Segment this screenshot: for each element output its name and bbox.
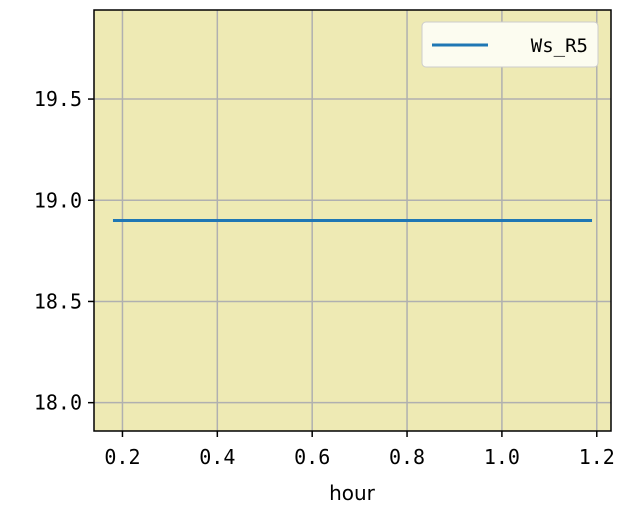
x-tick-label: 0.2 bbox=[104, 445, 140, 469]
y-tick-label: 18.5 bbox=[34, 289, 82, 313]
x-axis-label: hour bbox=[329, 481, 376, 505]
legend: Ws_R5 bbox=[422, 22, 598, 67]
x-tick-label: 1.0 bbox=[484, 445, 520, 469]
y-tick-label: 19.0 bbox=[34, 188, 82, 212]
x-tick-label: 0.6 bbox=[294, 445, 330, 469]
x-axis: 0.2 0.4 0.6 0.8 1.0 1.2 bbox=[104, 431, 614, 469]
legend-label-ws-r5: Ws_R5 bbox=[531, 35, 588, 57]
y-tick-label: 18.0 bbox=[34, 391, 82, 415]
y-tick-label: 19.5 bbox=[34, 87, 82, 111]
x-tick-label: 0.4 bbox=[199, 445, 235, 469]
y-axis: 18.0 18.5 19.0 19.5 bbox=[34, 87, 94, 415]
x-tick-label: 0.8 bbox=[389, 445, 425, 469]
x-tick-label: 1.2 bbox=[579, 445, 615, 469]
